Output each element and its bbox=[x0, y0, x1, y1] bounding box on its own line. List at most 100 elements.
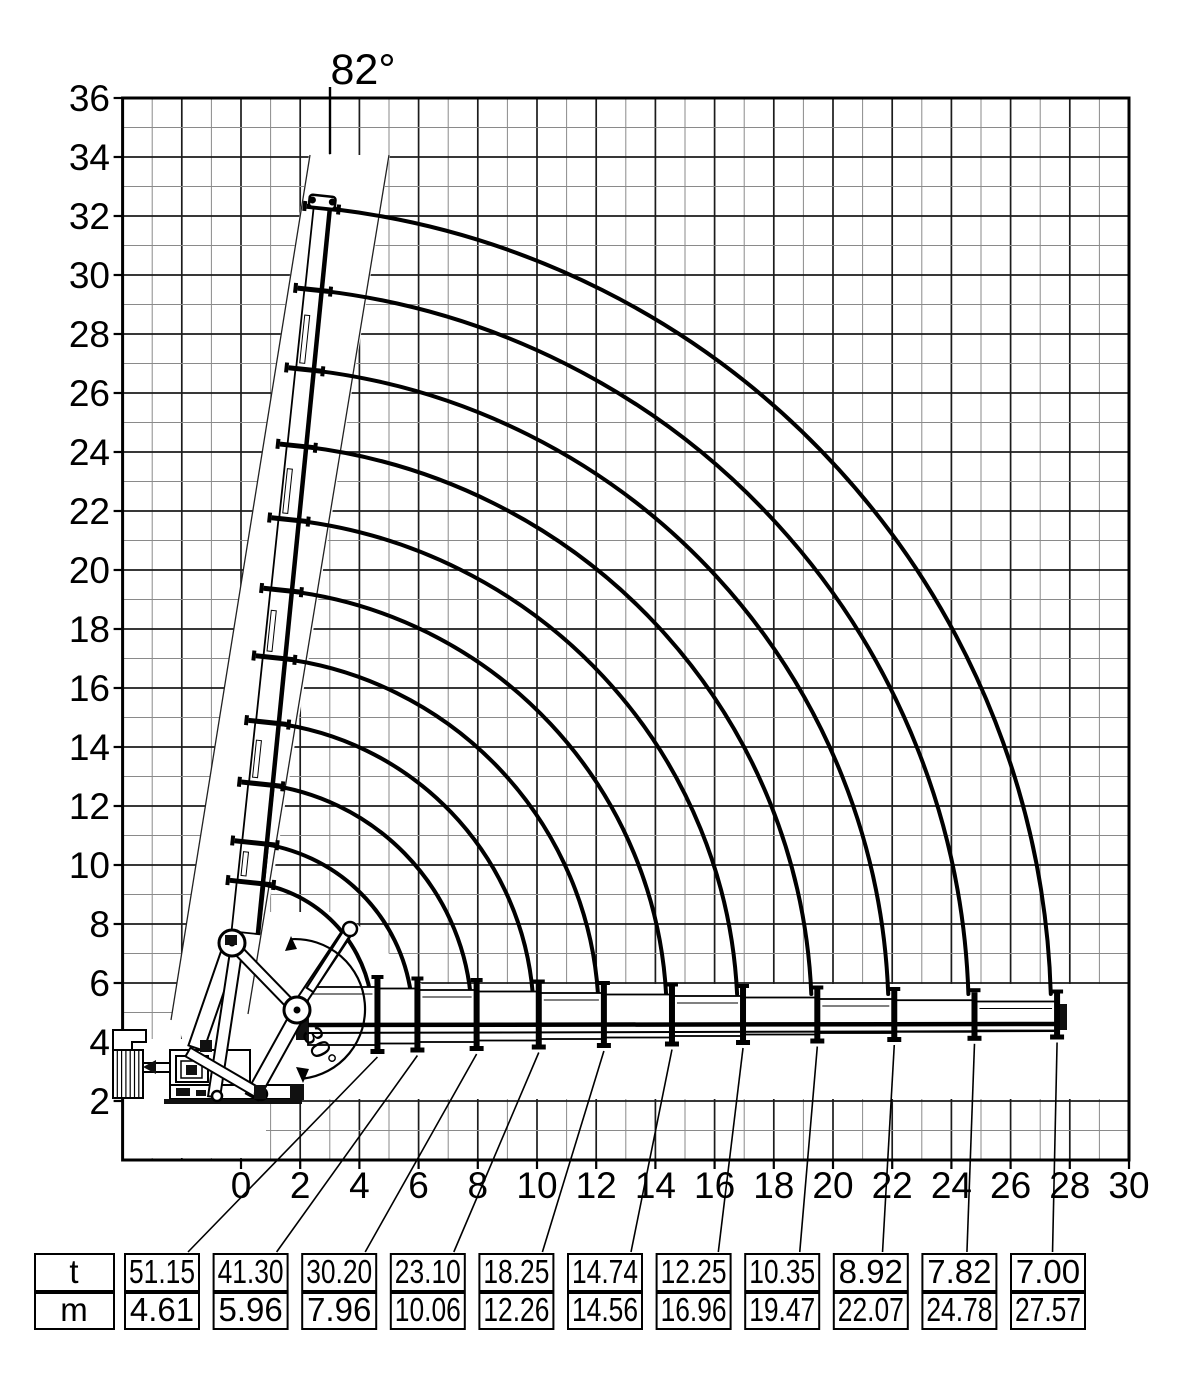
outreach-value: 7.96 bbox=[307, 1291, 371, 1328]
capacity-value-cell bbox=[1010, 1253, 1086, 1292]
extension-cylinder bbox=[299, 314, 311, 364]
outreach-value-cell bbox=[1010, 1292, 1086, 1330]
y-axis-tick-label: 20 bbox=[69, 550, 110, 591]
boom-section-collar bbox=[1054, 993, 1061, 1039]
x-axis-tick-label: 12 bbox=[576, 1165, 617, 1206]
load-arc bbox=[256, 841, 413, 996]
outreach-value-cell bbox=[921, 1292, 998, 1330]
boom-angle-label: 82° bbox=[330, 46, 395, 94]
x-axis-tick-label: 10 bbox=[516, 1165, 557, 1206]
raised-boom-drawing bbox=[225, 193, 342, 936]
load-arc bbox=[286, 589, 669, 996]
raised-collar-cap bbox=[267, 512, 273, 523]
collar-foot bbox=[410, 1047, 425, 1053]
x-axis-tick-label: 16 bbox=[694, 1165, 735, 1206]
leader-line bbox=[881, 1044, 896, 1253]
outreach-value: 5.96 bbox=[218, 1291, 282, 1328]
raised-collar-foot bbox=[328, 286, 334, 297]
angle-arrow-bottom bbox=[296, 1067, 309, 1083]
capacity-value: 18.25 bbox=[483, 1253, 549, 1290]
capacity-value: 7.00 bbox=[1016, 1253, 1080, 1290]
boom-section-collar bbox=[414, 980, 421, 1052]
leader-line bbox=[453, 1052, 540, 1253]
leader-lines bbox=[187, 1042, 1058, 1253]
raised-collar bbox=[288, 365, 322, 374]
extension-cylinder bbox=[240, 851, 250, 877]
y-axis-tick-label: 36 bbox=[69, 78, 110, 119]
outreach-value: 10.06 bbox=[395, 1291, 461, 1328]
frame-detail bbox=[196, 1090, 206, 1096]
boom-section bbox=[893, 999, 976, 1033]
x-axis-tick-label: 4 bbox=[349, 1165, 370, 1206]
boom-lower-chord-2 bbox=[305, 1030, 1061, 1034]
load-arc bbox=[314, 368, 891, 996]
joint-block bbox=[225, 935, 237, 945]
outreach-value: 19.47 bbox=[749, 1291, 815, 1328]
leader-line bbox=[798, 1046, 819, 1253]
outreach-value-cell bbox=[567, 1292, 643, 1330]
raised-collar-cap bbox=[284, 362, 290, 373]
y-axis-tick-label: 28 bbox=[69, 314, 110, 355]
raised-collar-cap bbox=[251, 650, 257, 661]
x-axis-tick-label: 24 bbox=[931, 1165, 972, 1206]
raised-collar bbox=[279, 441, 314, 451]
x-axis-tick-label: 26 bbox=[990, 1165, 1031, 1206]
outreach-value: 16.96 bbox=[661, 1291, 727, 1328]
capacity-value-cell bbox=[389, 1253, 466, 1292]
x-axis-tick-label: 18 bbox=[753, 1165, 794, 1206]
outreach-value: 27.57 bbox=[1015, 1291, 1081, 1328]
angle-arc bbox=[291, 938, 367, 1080]
raised-collar bbox=[229, 877, 272, 888]
pivot-pin-center bbox=[293, 1006, 301, 1014]
y-axis-tick-label: 30 bbox=[69, 255, 110, 296]
y-axis-tick-label: 32 bbox=[69, 196, 110, 237]
raised-boom-chord bbox=[255, 204, 333, 935]
y-axis-tick-label: 10 bbox=[69, 845, 110, 886]
outreach-value: 4.61 bbox=[130, 1291, 194, 1328]
capacity-value: 7.82 bbox=[927, 1253, 991, 1290]
angle-arrow-top bbox=[285, 936, 297, 951]
capacity-value-cell bbox=[124, 1253, 200, 1292]
capacity-value-cell bbox=[655, 1253, 732, 1292]
collar-cap bbox=[470, 978, 483, 982]
mask-under-crane bbox=[121, 1099, 266, 1158]
boom-section-collar bbox=[668, 986, 675, 1046]
x-axis-tick-label: 20 bbox=[812, 1165, 853, 1206]
collar-cap bbox=[888, 987, 901, 991]
load-arc bbox=[333, 207, 1053, 996]
raised-collar-foot bbox=[292, 654, 298, 666]
boom-section bbox=[816, 998, 896, 1034]
load-arc bbox=[304, 444, 814, 996]
x-axis-tick-label: 30 bbox=[1108, 1165, 1149, 1206]
raised-collar bbox=[248, 717, 287, 727]
raised-collar-cap bbox=[293, 282, 299, 294]
x-axis-tick-label: 6 bbox=[408, 1165, 429, 1206]
raised-boom-group bbox=[225, 193, 342, 936]
x-axis-tick-label: 14 bbox=[635, 1165, 676, 1206]
capacity-value: 12.25 bbox=[661, 1253, 727, 1290]
joint-pin bbox=[341, 920, 359, 938]
winch-drum bbox=[186, 1065, 197, 1075]
frame-detail bbox=[176, 1088, 190, 1096]
boom-section-collar bbox=[971, 992, 978, 1040]
load-arc bbox=[263, 782, 473, 996]
leader-line bbox=[630, 1049, 673, 1253]
raised-collar bbox=[263, 585, 300, 595]
raised-collar bbox=[297, 285, 329, 294]
collar-foot bbox=[736, 1040, 751, 1045]
horizontal-boom-drawing bbox=[296, 975, 1067, 1054]
collar-cap bbox=[1051, 989, 1064, 994]
boom-section-collar bbox=[740, 988, 747, 1044]
raised-collar-foot bbox=[298, 587, 304, 598]
raised-collar-foot bbox=[320, 366, 326, 377]
collar-foot bbox=[967, 1035, 982, 1041]
raised-collar-cap bbox=[275, 438, 281, 450]
x-axis-tick-label: 0 bbox=[231, 1165, 252, 1206]
collar-cap bbox=[737, 984, 750, 988]
joint-block bbox=[254, 1085, 266, 1099]
boom-section bbox=[416, 989, 478, 1043]
capacity-value-cell bbox=[212, 1253, 289, 1292]
